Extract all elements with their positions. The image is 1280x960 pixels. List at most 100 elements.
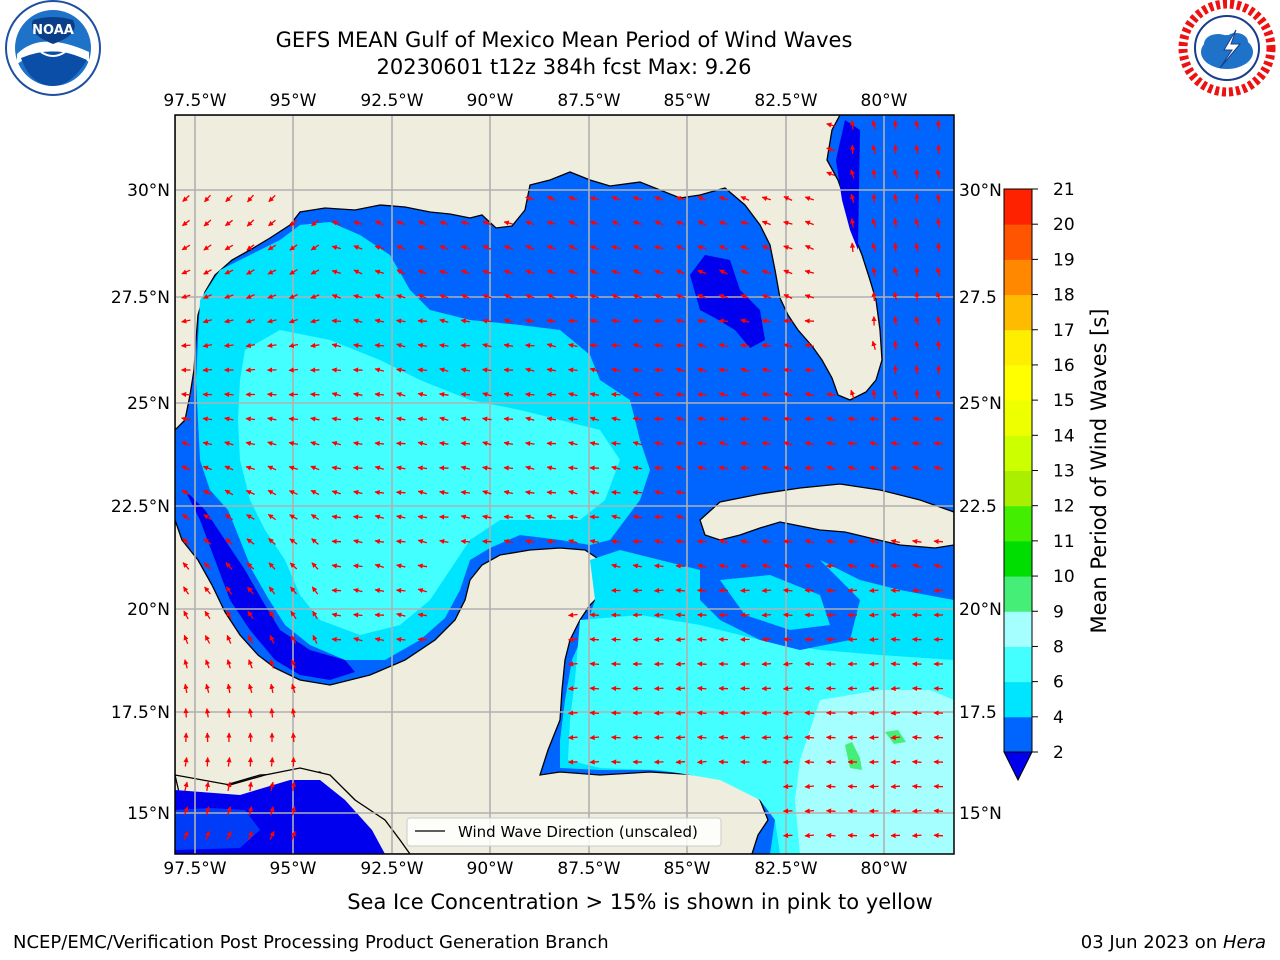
- wind-arrow: [226, 659, 232, 669]
- wind-arrow: [893, 389, 899, 399]
- wind-arrow: [225, 538, 233, 545]
- lon-tick-bottom: 92.5°W: [360, 859, 423, 879]
- wind-arrow: [761, 220, 771, 226]
- wind-arrow: [610, 734, 621, 741]
- wind-arrow: [825, 808, 836, 814]
- wind-arrow: [718, 465, 729, 471]
- wind-arrow: [246, 562, 255, 570]
- wind-arrow: [654, 391, 664, 398]
- wind-arrow: [567, 465, 578, 471]
- wind-arrow: [654, 196, 664, 201]
- wind-arrow: [740, 391, 750, 398]
- wind-arrow: [546, 269, 556, 275]
- wind-arrow: [826, 122, 836, 128]
- wind-arrow: [871, 218, 877, 228]
- wind-arrow: [269, 659, 275, 669]
- wind-arrow: [783, 392, 793, 398]
- wind-arrow: [719, 269, 728, 275]
- lat-tick-right: 17.5: [959, 703, 997, 723]
- wind-arrow: [914, 389, 920, 400]
- wind-arrow: [204, 781, 211, 792]
- wind-arrow: [654, 490, 664, 496]
- wind-arrow: [589, 220, 599, 226]
- footer-machine: Hera: [1222, 932, 1266, 953]
- wind-arrow: [740, 220, 750, 226]
- wind-arrow: [933, 563, 944, 569]
- land-cuba: [699, 483, 954, 549]
- wind-arrow: [181, 416, 191, 422]
- wind-arrow: [267, 293, 277, 299]
- lat-tick-left: 25°N: [127, 394, 170, 414]
- wind-arrow: [653, 587, 664, 594]
- wind-arrow: [460, 245, 470, 251]
- wind-arrow: [203, 244, 212, 251]
- wind-arrow: [718, 392, 729, 398]
- wind-arrow: [871, 242, 877, 253]
- wind-arrow: [782, 538, 793, 545]
- wind-arrow: [675, 416, 685, 422]
- wind-arrow: [204, 708, 211, 718]
- wind-arrow: [911, 538, 922, 545]
- wind-arrow: [396, 269, 406, 275]
- wind-arrow: [395, 587, 406, 594]
- wind-arrow: [675, 391, 686, 398]
- wind-arrow: [761, 465, 772, 471]
- wind-arrow: [224, 318, 234, 324]
- wind-arrow: [890, 636, 901, 643]
- wind-arrow: [525, 196, 535, 202]
- wind-arrow: [248, 830, 253, 840]
- wind-arrow: [871, 144, 877, 155]
- colorbar-tick-label: 13: [1053, 462, 1075, 482]
- wind-arrow: [417, 441, 428, 447]
- wind-arrow: [632, 367, 643, 373]
- wind-arrow: [804, 685, 815, 692]
- wind-arrow: [482, 490, 492, 496]
- wind-arrow: [353, 220, 363, 226]
- wind-arrow: [696, 734, 707, 741]
- wind-arrow: [697, 245, 707, 251]
- wind-arrow: [246, 219, 255, 227]
- wind-arrow: [868, 636, 879, 643]
- wind-arrow: [204, 610, 211, 620]
- colorbar-segment: [1004, 189, 1032, 225]
- wind-arrow: [675, 710, 686, 716]
- wind-arrow: [783, 563, 793, 569]
- wind-arrow: [331, 392, 341, 398]
- wind-arrow: [438, 342, 449, 349]
- wind-arrow: [849, 242, 856, 253]
- colorbar-label: Mean Period of Wind Waves [s]: [1087, 309, 1111, 634]
- wind-arrow: [460, 294, 470, 299]
- wind-arrow: [524, 489, 535, 496]
- wind-arrow: [914, 316, 920, 326]
- wind-arrow: [503, 440, 514, 447]
- wind-arrow: [567, 685, 578, 692]
- wind-arrow: [439, 245, 449, 250]
- wind-arrow: [503, 465, 514, 471]
- wind-arrow: [675, 587, 686, 594]
- lat-tick-left: 20°N: [127, 600, 170, 620]
- wind-arrow: [223, 391, 234, 398]
- wind-arrow: [718, 563, 729, 569]
- wind-arrow: [892, 119, 899, 130]
- wind-arrow: [697, 318, 707, 324]
- wind-arrow: [525, 220, 535, 226]
- wind-arrow: [871, 267, 877, 277]
- wind-arrow: [589, 440, 600, 447]
- wind-arrow: [871, 389, 877, 400]
- wind-arrow: [825, 783, 836, 790]
- wind-arrow: [632, 563, 643, 569]
- svg-text:NOAA: NOAA: [32, 23, 74, 38]
- wind-arrow: [871, 193, 877, 204]
- wind-arrow: [289, 538, 298, 545]
- wind-arrow: [653, 636, 664, 643]
- wind-arrow: [675, 685, 686, 692]
- wind-arrow: [546, 489, 557, 496]
- wind-arrow: [396, 612, 406, 618]
- colorbar-segment: [1004, 540, 1032, 577]
- wind-arrow: [697, 343, 707, 349]
- wind-arrow: [353, 294, 363, 300]
- wind-arrow: [654, 245, 664, 251]
- wind-arrow: [439, 220, 449, 226]
- wind-arrow: [893, 169, 899, 179]
- wind-arrow: [804, 269, 815, 275]
